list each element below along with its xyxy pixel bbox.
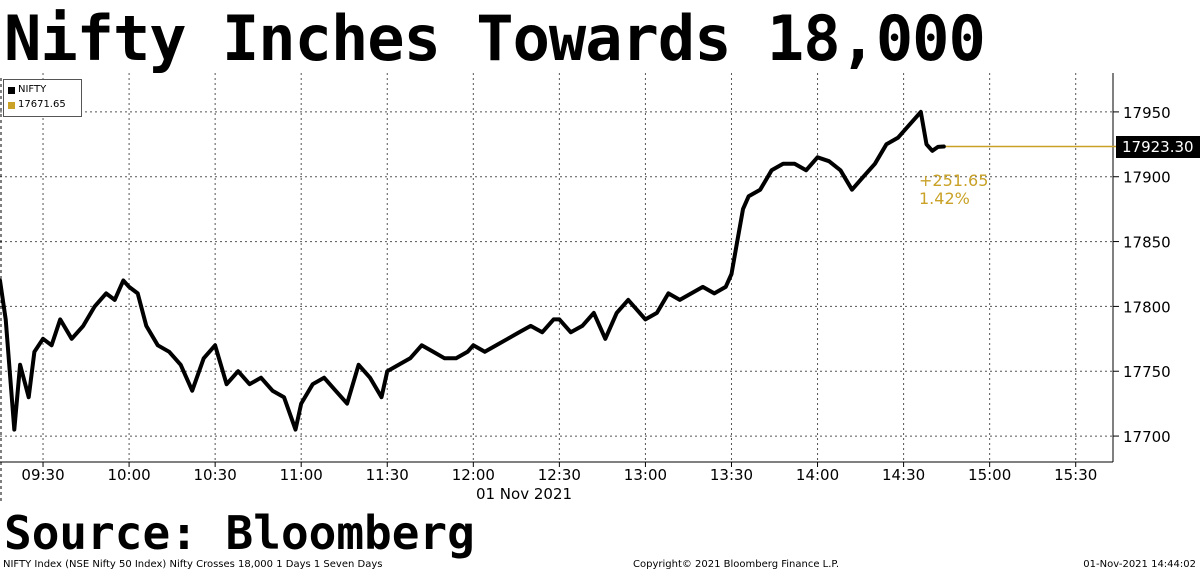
footer-copyright: Copyright© 2021 Bloomberg Finance L.P.	[633, 559, 840, 570]
x-tick-label: 11:00	[280, 466, 323, 484]
y-tick-label: 17750	[1123, 363, 1171, 381]
last-value-tag: 17923.30	[1116, 135, 1200, 158]
x-tick-label: 10:00	[107, 466, 150, 484]
x-tick-label: 13:00	[624, 466, 667, 484]
footer-description: NIFTY Index (NSE Nifty 50 Index) Nifty C…	[3, 559, 383, 570]
legend-swatch-reference	[8, 101, 15, 109]
x-tick-label: 13:30	[710, 466, 753, 484]
x-tick-label: 14:00	[796, 466, 839, 484]
x-tick-label: 14:30	[882, 466, 925, 484]
legend-label-reference: 17671.65	[18, 99, 66, 110]
legend-item-reference: 17671.65	[8, 99, 66, 111]
x-tick-labels: 09:30 10:00 10:30 11:00 11:30 12:00 12:30 13:00…	[21, 466, 1097, 484]
y-tick-label: 17700	[1123, 428, 1171, 446]
change-percent: 1.42%	[919, 189, 970, 208]
y-tick-label: 17850	[1123, 234, 1171, 252]
x-tick-label: 10:30	[194, 466, 237, 484]
series-line-nifty	[0, 109, 946, 432]
x-tick-label: 09:30	[21, 466, 64, 484]
x-tick-label: 12:30	[538, 466, 581, 484]
x-axis-label: 01 Nov 2021	[476, 485, 572, 503]
x-tick-label: 11:30	[366, 466, 409, 484]
chart-legend: NIFTY 17671.65	[3, 79, 82, 117]
legend-label-nifty: NIFTY	[18, 84, 47, 95]
legend-item-nifty: NIFTY	[8, 84, 46, 96]
y-tick-labels: 17700 17750 17800 17850 17900 17950	[1123, 104, 1171, 446]
y-tick-label: 17800	[1123, 298, 1171, 316]
x-tick-label: 12:00	[452, 466, 495, 484]
footer-timestamp: 01-Nov-2021 14:44:02	[1083, 559, 1196, 570]
source-caption: Source: Bloomberg	[4, 506, 475, 560]
chart-axes	[0, 73, 1119, 502]
page-title: Nifty Inches Towards 18,000	[4, 2, 986, 75]
x-tick-label: 15:00	[968, 466, 1011, 484]
y-tick-label: 17900	[1123, 169, 1171, 187]
change-absolute: +251.65	[919, 171, 989, 190]
y-tick-label: 17950	[1123, 104, 1171, 122]
chart-series	[0, 109, 946, 432]
legend-swatch-nifty	[8, 86, 15, 94]
x-tick-label: 15:30	[1054, 466, 1097, 484]
chart-gridlines	[0, 73, 1113, 462]
